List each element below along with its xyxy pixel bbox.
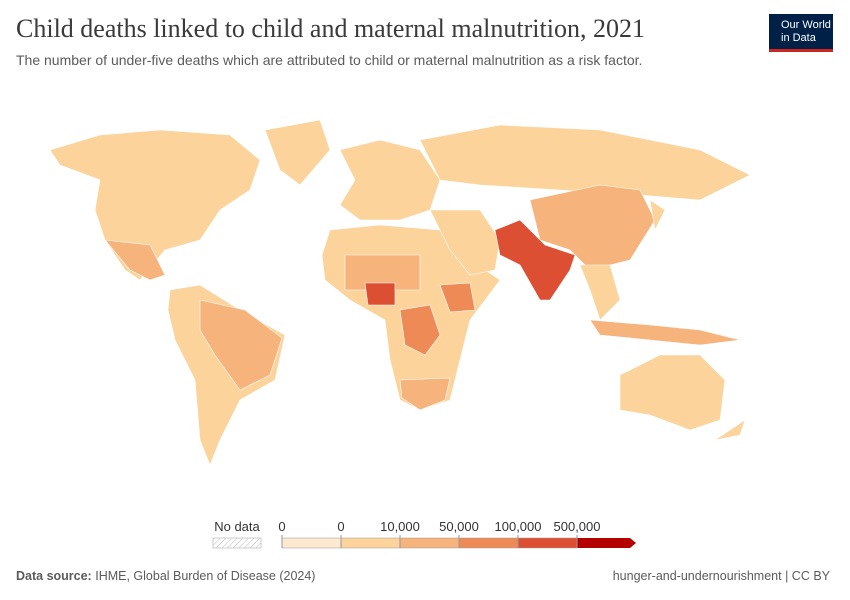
europe[interactable]: [339, 139, 441, 221]
legend-label: 0: [278, 519, 285, 534]
legend-label: 50,000: [439, 519, 479, 534]
congo[interactable]: [399, 304, 441, 356]
subtitle: The number of under-five deaths which ar…: [16, 52, 643, 68]
logo-text: in Data: [781, 32, 816, 44]
topic[interactable]: hunger-and-undernourishment | CC BY: [612, 569, 830, 583]
map: No data 0 0 10,000 50,000 100,000 500,000: [49, 119, 751, 549]
no-data-label: No data: [214, 519, 260, 534]
southern-africa[interactable]: [399, 377, 451, 411]
legend-label: 100,000: [495, 519, 542, 534]
mexico[interactable]: [104, 239, 166, 281]
sahel[interactable]: [344, 254, 421, 291]
legend-label: 0: [337, 519, 344, 534]
legend-swatch: [399, 537, 460, 549]
south-asia[interactable]: [494, 219, 576, 301]
logo-text: Our World: [781, 19, 831, 31]
southeast-asia[interactable]: [579, 264, 621, 321]
ethiopia[interactable]: [439, 282, 476, 313]
legend-label: 10,000: [380, 519, 420, 534]
source: Data source: IHME, Global Burden of Dise…: [16, 569, 315, 583]
legend-label: 500,000: [554, 519, 601, 534]
japan[interactable]: [649, 199, 666, 231]
source-label: Data source:: [16, 569, 92, 583]
legend-swatch: [340, 537, 401, 549]
new-zealand[interactable]: [714, 419, 746, 441]
russia[interactable]: [419, 124, 751, 201]
land: [49, 119, 751, 466]
legend-swatch: [281, 537, 342, 549]
china[interactable]: [529, 184, 656, 271]
legend-swatch: [577, 538, 636, 548]
logo[interactable]: Our World in Data: [769, 14, 833, 52]
brazil[interactable]: [199, 299, 283, 391]
nigeria[interactable]: [364, 282, 396, 306]
source-text: IHME, Global Burden of Disease (2024): [95, 569, 316, 583]
greenland[interactable]: [264, 119, 331, 186]
australia[interactable]: [619, 354, 726, 431]
north-america[interactable]: [49, 129, 261, 281]
legend-swatch: [517, 537, 578, 549]
no-data-swatch: [212, 537, 262, 549]
title: Child deaths linked to child and materna…: [16, 14, 645, 43]
legend: 0 0 10,000 50,000 100,000 500,000: [278, 519, 636, 549]
middle-east[interactable]: [429, 209, 501, 276]
legend-swatch: [458, 537, 519, 549]
indonesia[interactable]: [589, 319, 741, 346]
